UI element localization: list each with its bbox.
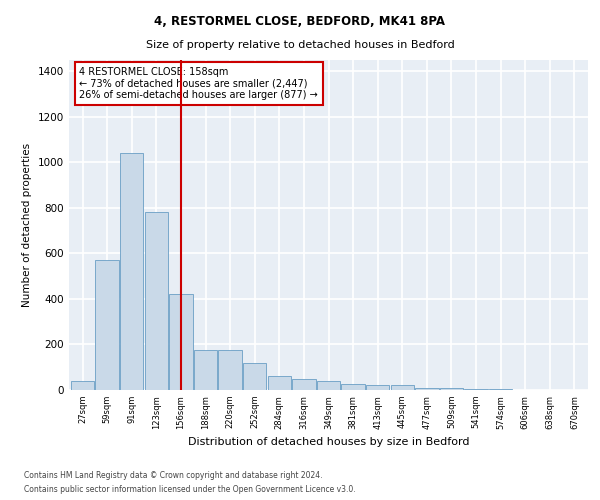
Bar bbox=[440, 388, 463, 390]
Bar bbox=[145, 212, 168, 390]
Bar bbox=[243, 362, 266, 390]
Bar bbox=[268, 376, 291, 390]
Bar bbox=[366, 386, 389, 390]
Bar bbox=[464, 389, 488, 390]
Bar bbox=[194, 350, 217, 390]
Text: 4 RESTORMEL CLOSE: 158sqm
← 73% of detached houses are smaller (2,447)
26% of se: 4 RESTORMEL CLOSE: 158sqm ← 73% of detac… bbox=[79, 66, 318, 100]
Bar bbox=[292, 378, 316, 390]
Bar bbox=[120, 154, 143, 390]
Bar bbox=[489, 389, 512, 390]
Bar bbox=[341, 384, 365, 390]
Text: 4, RESTORMEL CLOSE, BEDFORD, MK41 8PA: 4, RESTORMEL CLOSE, BEDFORD, MK41 8PA bbox=[155, 15, 445, 28]
Text: Contains HM Land Registry data © Crown copyright and database right 2024.: Contains HM Land Registry data © Crown c… bbox=[24, 470, 323, 480]
Bar bbox=[169, 294, 193, 390]
Bar bbox=[391, 386, 414, 390]
Bar bbox=[218, 350, 242, 390]
Bar bbox=[317, 381, 340, 390]
X-axis label: Distribution of detached houses by size in Bedford: Distribution of detached houses by size … bbox=[188, 437, 469, 447]
Text: Contains public sector information licensed under the Open Government Licence v3: Contains public sector information licen… bbox=[24, 486, 356, 494]
Text: Size of property relative to detached houses in Bedford: Size of property relative to detached ho… bbox=[146, 40, 454, 50]
Y-axis label: Number of detached properties: Number of detached properties bbox=[22, 143, 32, 307]
Bar bbox=[95, 260, 119, 390]
Bar bbox=[71, 381, 94, 390]
Bar bbox=[415, 388, 439, 390]
